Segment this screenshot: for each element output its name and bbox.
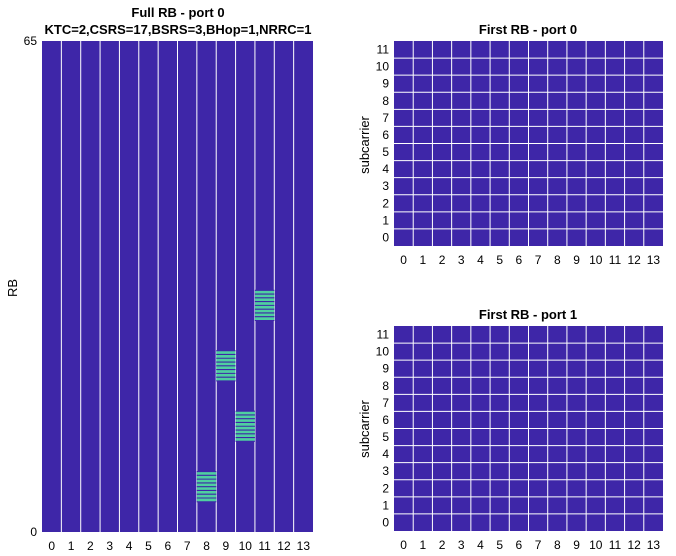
x-tick-label: 12 xyxy=(277,539,291,553)
y-tick-label: 0 xyxy=(30,525,37,539)
x-tick-label: 5 xyxy=(496,538,503,552)
x-tick-label: 7 xyxy=(535,538,542,552)
y-tick-label: 7 xyxy=(382,396,389,410)
y-tick-label: 10 xyxy=(376,345,390,359)
y-tick-label: 11 xyxy=(377,43,390,57)
full-rb-title-line-1: Full RB - port 0 xyxy=(131,5,224,20)
x-tick-label: 6 xyxy=(164,539,171,553)
x-tick-label: 7 xyxy=(535,253,542,267)
x-tick-label: 6 xyxy=(516,538,523,552)
x-tick-label: 8 xyxy=(554,253,561,267)
y-tick-label: 65 xyxy=(24,34,38,48)
port0-x-ticks: 0 1 2 3 4 5 6 7 8 9 10 11 12 13 xyxy=(400,253,660,267)
x-tick-label: 9 xyxy=(573,538,580,552)
port1-y-axis-label: subcarrier xyxy=(357,399,372,457)
y-tick-label: 1 xyxy=(382,213,389,227)
y-tick-label: 0 xyxy=(382,230,389,244)
y-tick-label: 0 xyxy=(382,515,389,529)
x-tick-label: 0 xyxy=(400,253,407,267)
x-tick-label: 2 xyxy=(87,539,94,553)
x-tick-label: 7 xyxy=(184,539,191,553)
y-tick-label: 7 xyxy=(382,111,389,125)
port1-x-ticks: 0 1 2 3 4 5 6 7 8 9 10 11 12 13 xyxy=(400,538,660,552)
x-tick-label: 5 xyxy=(145,539,152,553)
x-tick-label: 0 xyxy=(48,539,55,553)
x-tick-label: 9 xyxy=(223,539,230,553)
y-tick-label: 8 xyxy=(382,379,389,393)
y-tick-label: 4 xyxy=(382,447,389,461)
x-tick-label: 2 xyxy=(439,538,446,552)
full-rb-panel: Full RB - port 0 KTC=2,CSRS=17,BSRS=3,BH… xyxy=(5,5,313,553)
y-tick-label: 2 xyxy=(382,481,389,495)
y-tick-label: 8 xyxy=(382,94,389,108)
x-tick-label: 12 xyxy=(627,538,641,552)
x-tick-label: 4 xyxy=(477,253,484,267)
x-tick-label: 4 xyxy=(126,539,133,553)
x-tick-label: 9 xyxy=(573,253,580,267)
x-tick-label: 1 xyxy=(419,538,426,552)
x-tick-label: 10 xyxy=(589,538,603,552)
full-rb-y-axis-label: RB xyxy=(5,279,20,297)
x-tick-label: 8 xyxy=(554,538,561,552)
y-tick-label: 5 xyxy=(382,430,389,444)
x-tick-label: 5 xyxy=(496,253,503,267)
y-tick-label: 11 xyxy=(377,328,390,342)
x-tick-label: 8 xyxy=(203,539,210,553)
y-tick-label: 6 xyxy=(382,128,389,142)
x-tick-label: 13 xyxy=(297,539,311,553)
x-tick-label: 6 xyxy=(516,253,523,267)
port1-y-ticks: 0 1 2 3 4 5 6 7 8 9 10 11 xyxy=(376,328,390,530)
port1-grid xyxy=(394,326,663,531)
full-rb-highlighted-blocks xyxy=(196,289,275,503)
y-tick-label: 3 xyxy=(382,179,389,193)
y-tick-label: 9 xyxy=(382,77,389,91)
port0-grid xyxy=(394,41,663,246)
port0-title: First RB - port 0 xyxy=(479,22,577,37)
x-tick-label: 1 xyxy=(419,253,426,267)
x-tick-label: 3 xyxy=(106,539,113,553)
x-tick-label: 13 xyxy=(647,253,661,267)
x-tick-label: 10 xyxy=(589,253,603,267)
x-tick-label: 11 xyxy=(258,539,271,553)
x-tick-label: 2 xyxy=(439,253,446,267)
full-rb-title-line-2: KTC=2,CSRS=17,BSRS=3,BHop=1,NRRC=1 xyxy=(45,22,312,37)
x-tick-label: 0 xyxy=(400,538,407,552)
x-tick-label: 10 xyxy=(239,539,253,553)
x-tick-label: 11 xyxy=(609,538,622,552)
y-tick-label: 2 xyxy=(382,196,389,210)
x-tick-label: 13 xyxy=(647,538,661,552)
y-tick-label: 5 xyxy=(382,145,389,159)
y-tick-label: 1 xyxy=(382,498,389,512)
port0-y-ticks: 0 1 2 3 4 5 6 7 8 9 10 11 xyxy=(376,43,390,245)
y-tick-label: 3 xyxy=(382,464,389,478)
y-tick-label: 6 xyxy=(382,413,389,427)
x-tick-label: 4 xyxy=(477,538,484,552)
full-rb-y-ticks: 0 65 xyxy=(24,34,38,539)
x-tick-label: 3 xyxy=(458,253,465,267)
x-tick-label: 11 xyxy=(609,253,622,267)
port0-y-axis-label: subcarrier xyxy=(357,115,372,173)
y-tick-label: 9 xyxy=(382,362,389,376)
full-rb-x-ticks: 0 1 2 3 4 5 6 7 8 9 10 11 12 13 xyxy=(48,539,310,553)
port1-title: First RB - port 1 xyxy=(479,307,577,322)
x-tick-label: 3 xyxy=(458,538,465,552)
x-tick-label: 12 xyxy=(627,253,641,267)
y-tick-label: 10 xyxy=(376,60,390,74)
full-rb-grid xyxy=(60,41,295,532)
y-tick-label: 4 xyxy=(382,162,389,176)
x-tick-label: 1 xyxy=(68,539,75,553)
